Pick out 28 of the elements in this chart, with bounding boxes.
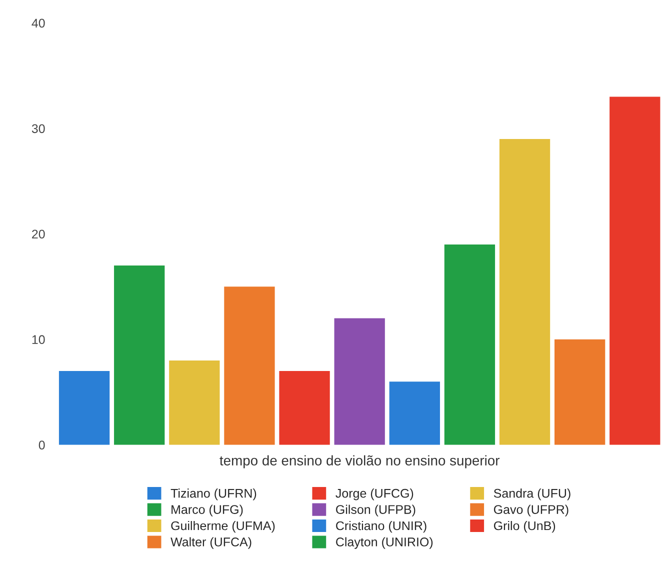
y-tick-label: 10 <box>32 335 45 344</box>
legend-label: Gilson (UFPB) <box>336 504 416 516</box>
bar <box>169 360 220 445</box>
legend-label: Guilherme (UFMA) <box>171 520 275 533</box>
bar <box>58 371 110 445</box>
legend-label: Clayton (UNIRIO) <box>336 537 433 549</box>
bar <box>114 266 165 445</box>
legend-label: Walter (UFCA) <box>170 537 252 549</box>
bar <box>610 96 660 445</box>
bar <box>334 318 385 445</box>
y-tick-label: 40 <box>32 18 45 28</box>
legend-label: Jorge (UFCG) <box>336 488 414 500</box>
y-tick-label: 20 <box>32 230 45 239</box>
bar <box>279 371 330 445</box>
legend-label: Gavo (UFPR) <box>494 504 568 516</box>
bar <box>444 244 496 445</box>
y-tick-label: 0 <box>38 440 45 450</box>
bar <box>224 286 275 445</box>
bar <box>499 138 550 445</box>
legend-label: Grilo (UnB) <box>494 520 556 533</box>
x-axis-title: tempo de ensino de violão no ensino superior <box>220 455 500 468</box>
legend-label: Cristiano (UNIR) <box>336 520 426 533</box>
bar <box>389 382 440 445</box>
legend-label: Marco (UFG) <box>172 504 243 516</box>
legend-label: Sandra (UFU) <box>494 488 570 500</box>
bar <box>554 339 606 445</box>
legend-label: Tiziano (UFRN) <box>170 488 256 500</box>
y-tick-label: 30 <box>32 124 45 134</box>
